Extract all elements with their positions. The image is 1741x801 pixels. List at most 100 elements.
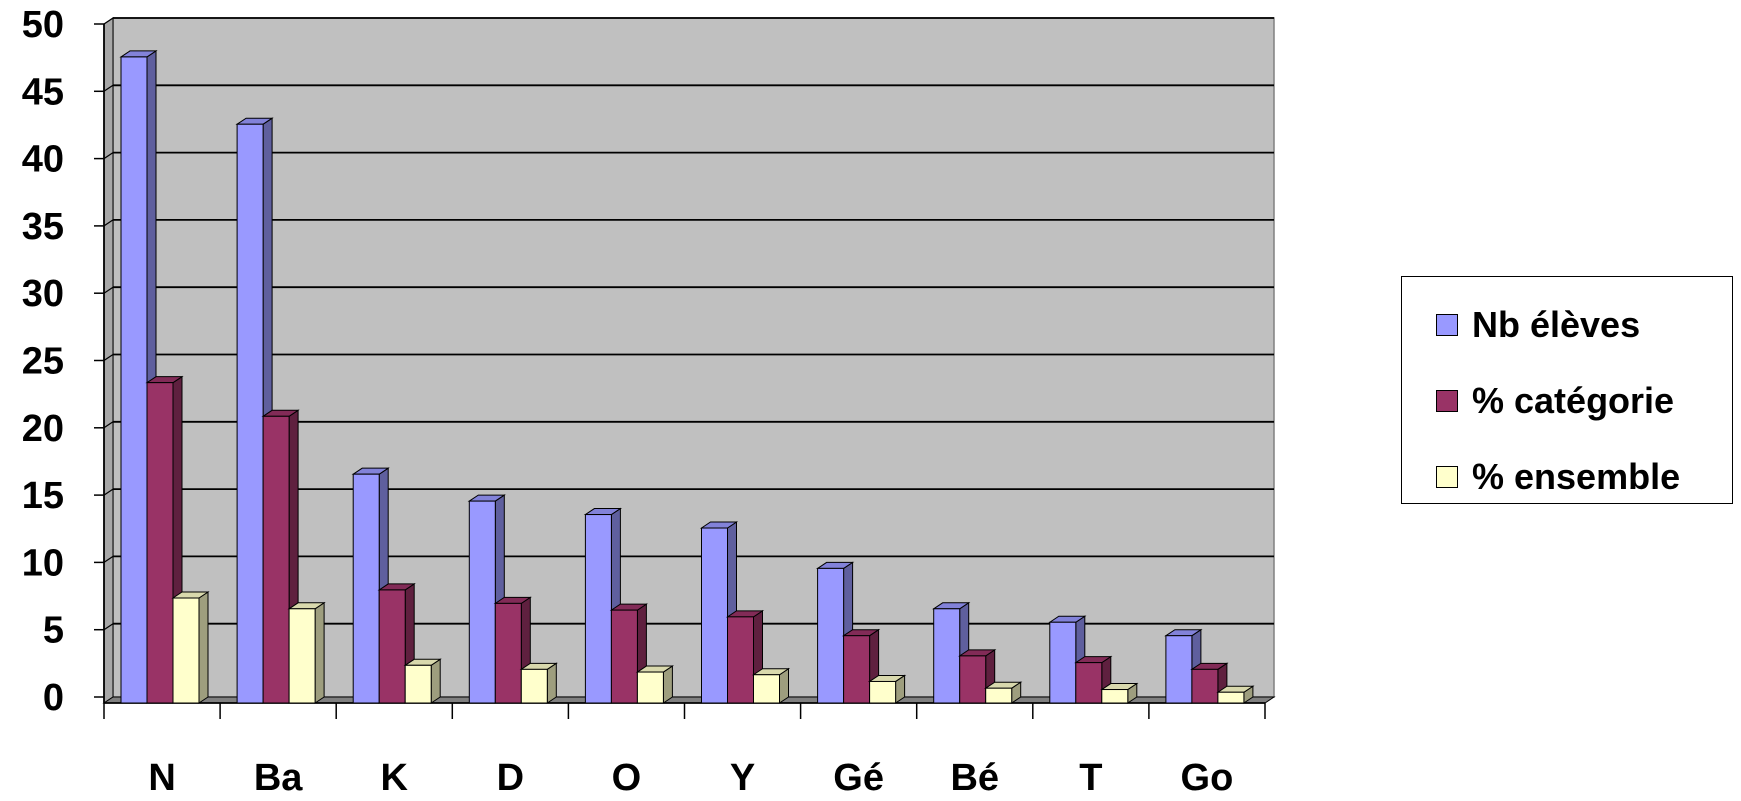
bar-front — [727, 616, 754, 704]
y-tick-label: 0 — [43, 677, 64, 719]
bar-front — [1165, 635, 1193, 704]
bar-Y-nb-eleves — [699, 521, 739, 704]
y-tick-label: 5 — [43, 610, 64, 652]
gridlines — [103, 17, 1274, 631]
bar-T-pct-categorie — [1074, 655, 1113, 704]
x-tick-label: K — [381, 757, 409, 799]
y-tick-label: 20 — [22, 408, 64, 450]
bar-Ba-pct-ensemble — [287, 601, 326, 704]
bar-front — [1217, 691, 1245, 704]
x-tick-label: D — [497, 757, 524, 799]
bar-O-pct-ensemble — [635, 665, 675, 704]
legend-item-pct-ensemble: % ensemble — [1436, 455, 1680, 499]
gridline-side — [103, 286, 114, 294]
bar-front — [817, 567, 845, 704]
bar-Gé-pct-ensemble — [867, 674, 907, 704]
bar-side — [314, 601, 325, 704]
plot-back-wall — [112, 17, 1275, 698]
bar-K-nb-eleves — [351, 467, 390, 704]
bar-front — [1075, 662, 1103, 704]
bar-side — [430, 658, 441, 704]
y-tick-label: 45 — [22, 71, 64, 113]
bar-D-pct-ensemble — [519, 662, 558, 704]
bar-front — [120, 56, 148, 704]
legend-swatch-pct-categorie — [1436, 390, 1458, 412]
bar-front — [352, 473, 380, 704]
x-tick-label: N — [148, 757, 175, 799]
y-tick-label: 10 — [22, 542, 64, 584]
x-tick-label: O — [612, 757, 642, 799]
bar-front — [262, 415, 290, 704]
gridline-side — [103, 555, 114, 563]
bar-N-nb-eleves — [119, 49, 158, 704]
legend-item-pct-categorie: % catégorie — [1436, 379, 1674, 423]
y-tick-label: 50 — [22, 4, 64, 46]
bars — [119, 49, 1255, 704]
gridline-side — [103, 17, 114, 25]
gridline-side — [103, 219, 114, 227]
legend-label-pct-categorie: % catégorie — [1472, 380, 1675, 421]
bar-K-pct-ensemble — [403, 658, 442, 704]
bar-front — [1101, 689, 1129, 704]
bar-front — [494, 602, 522, 704]
plot-side-wall — [103, 17, 114, 704]
bar-front — [636, 671, 664, 704]
legend-item-nb-eleves: Nb élèves — [1436, 303, 1640, 347]
bar-side — [198, 591, 209, 704]
bar-front — [869, 680, 897, 704]
x-tick-label: Bé — [950, 757, 999, 799]
y-tick-label: 40 — [22, 139, 64, 181]
y-tick-label: 35 — [22, 206, 64, 248]
legend-label-nb-eleves: Nb élèves — [1472, 304, 1641, 345]
bar-front — [610, 609, 638, 704]
bar-front — [404, 664, 432, 704]
plot-area — [102, 17, 1276, 704]
bar-Y-pct-categorie — [725, 609, 765, 704]
bar-front — [146, 382, 174, 704]
bar-Bé-pct-categorie — [958, 648, 997, 704]
legend: Nb élèves % catégorie % ensemble — [1401, 276, 1733, 504]
y-tick-label: 30 — [22, 273, 64, 315]
gridline-side — [103, 354, 114, 361]
legend-swatch-nb-eleves — [1436, 314, 1458, 336]
bar-N-pct-ensemble — [171, 591, 210, 704]
bar-front — [959, 655, 987, 704]
bar-front — [753, 674, 780, 704]
x-tick-label: Gé — [833, 757, 884, 799]
x-tick-label: T — [1079, 757, 1102, 799]
gridline-side — [103, 84, 114, 92]
bar-front — [1049, 621, 1077, 704]
y-tick-label: 15 — [22, 475, 64, 517]
bar-Bé-pct-ensemble — [984, 681, 1023, 704]
bar-front — [933, 608, 961, 704]
gridline-side — [103, 152, 114, 160]
bar-front — [701, 527, 728, 704]
gridline-side — [103, 488, 114, 496]
gridline-side — [103, 623, 114, 631]
x-tick-label: Y — [730, 757, 755, 799]
bar-Go-pct-ensemble — [1216, 685, 1255, 704]
bar-front — [172, 597, 200, 704]
bar-front — [288, 608, 316, 704]
bar-T-pct-ensemble — [1100, 682, 1139, 704]
bar-front — [584, 514, 612, 704]
bar-side — [546, 662, 557, 704]
y-tick-label: 25 — [22, 341, 64, 383]
bar-front — [236, 123, 264, 704]
legend-swatch-pct-ensemble — [1436, 466, 1458, 488]
legend-label-pct-ensemble: % ensemble — [1472, 456, 1681, 497]
bar-front — [520, 668, 548, 704]
bar-front — [378, 589, 406, 704]
bar-Gé-pct-categorie — [841, 628, 881, 704]
bar-front — [468, 500, 496, 704]
bar-Y-pct-ensemble — [751, 667, 791, 704]
gridline-side — [103, 421, 114, 429]
y-axis-tick-labels: 0 5 10 15 20 25 30 35 40 45 50 — [22, 4, 64, 719]
bar-front — [843, 635, 871, 704]
bar-front — [1191, 668, 1219, 704]
x-tick-label: Ba — [254, 757, 303, 799]
bar-front — [985, 687, 1013, 704]
x-axis-tick-labels: N Ba K D O Y Gé Bé T Go — [148, 757, 1233, 799]
x-tick-label: Go — [1181, 757, 1234, 799]
